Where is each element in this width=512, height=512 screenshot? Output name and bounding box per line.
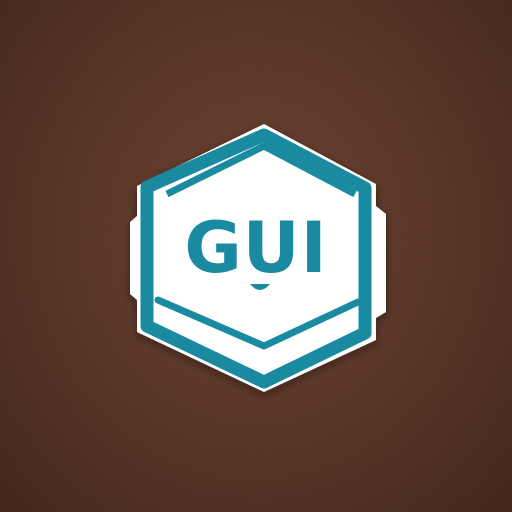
logo-text: GUI: [184, 207, 327, 289]
sticker-backing: [130, 124, 386, 392]
smile-mark: [250, 284, 270, 290]
hexagon-frame: [140, 128, 372, 389]
lower-chevrons: [154, 296, 362, 350]
